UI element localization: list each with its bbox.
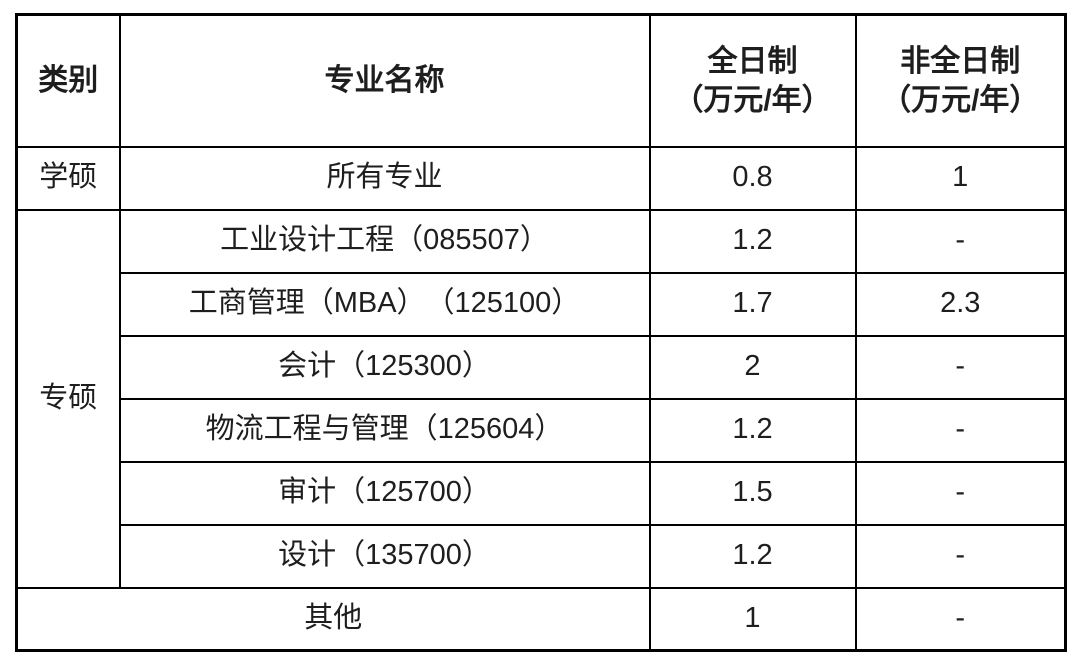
fulltime-cell: 1.7 — [648, 271, 857, 337]
table-row-zhuanshuo-1: 专硕 工业设计工程（085507） 1.2 - — [15, 208, 1067, 589]
major-cell: 所有专业 — [118, 145, 651, 211]
major-cell: 工商管理（MBA） （125100） — [118, 271, 651, 337]
header-parttime-line1: 非全日制 — [900, 44, 1021, 78]
parttime-cell: 2.3 — [854, 271, 1067, 337]
parttime-cell: - — [854, 208, 1067, 274]
table-header-row: 类别 专业名称 全日制 （万元/年） 非全日制 （万元/年） — [15, 13, 1067, 148]
table-row-xueshuo: 学硕 所有专业 0.8 1 — [15, 145, 1067, 211]
parttime-cell: - — [854, 397, 1067, 463]
major-cell: 物流工程与管理（125604） — [118, 397, 651, 463]
fulltime-cell: 1.5 — [648, 460, 857, 526]
other-label-cell: 其他 — [15, 586, 651, 652]
header-fulltime-line2: （万元/年） — [673, 83, 832, 117]
major-cell: 审计（125700） — [118, 460, 651, 526]
table-row-zhuanshuo-3: 会计（125300） 2 - — [17, 334, 1067, 400]
table-row-zhuanshuo-5: 审计（125700） 1.5 - — [17, 460, 1067, 526]
fulltime-cell: 1.2 — [648, 208, 857, 274]
header-fulltime-line1: 全日制 — [707, 44, 798, 78]
parttime-cell: - — [854, 460, 1067, 526]
major-cell: 会计（125300） — [118, 334, 651, 400]
table-row-other: 其他 1 - — [15, 586, 1067, 652]
header-parttime-line2: （万元/年） — [881, 83, 1040, 117]
fulltime-cell: 0.8 — [648, 145, 857, 211]
fulltime-cell: 2 — [648, 334, 857, 400]
table-row-zhuanshuo-4: 物流工程与管理（125604） 1.2 - — [17, 397, 1067, 463]
fulltime-cell: 1.2 — [648, 397, 857, 463]
table-row-zhuanshuo-2: 工商管理（MBA） （125100） 1.7 2.3 — [17, 271, 1067, 337]
parttime-cell: - — [854, 586, 1067, 652]
fulltime-cell: 1 — [648, 586, 857, 652]
parttime-cell: 1 — [854, 145, 1067, 211]
tuition-fee-table: 类别 专业名称 全日制 （万元/年） 非全日制 （万元/年） 学硕 所有专业 0… — [15, 13, 1067, 652]
table-row-zhuanshuo-6: 设计（135700） 1.2 - — [17, 523, 1067, 589]
category-cell-zhuanshuo: 专硕 — [15, 208, 121, 589]
header-category: 类别 — [15, 13, 121, 148]
header-major-name: 专业名称 — [118, 13, 651, 148]
major-cell: 设计（135700） — [118, 523, 651, 589]
header-parttime: 非全日制 （万元/年） — [854, 13, 1067, 148]
fulltime-cell: 1.2 — [648, 523, 857, 589]
header-fulltime: 全日制 （万元/年） — [648, 13, 857, 148]
parttime-cell: - — [854, 523, 1067, 589]
parttime-cell: - — [854, 334, 1067, 400]
category-cell-xueshuo: 学硕 — [15, 145, 121, 211]
major-cell: 工业设计工程（085507） — [118, 208, 651, 274]
